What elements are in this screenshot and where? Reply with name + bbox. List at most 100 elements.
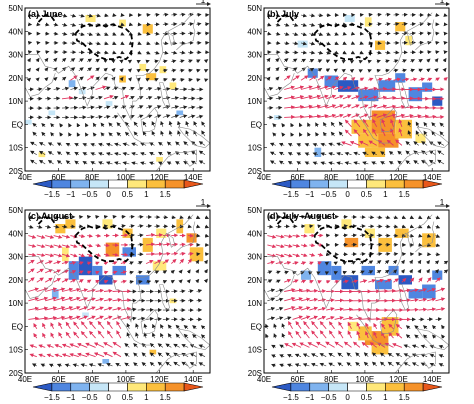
coastline bbox=[394, 149, 436, 172]
wind-vector bbox=[162, 50, 169, 55]
wind-vector bbox=[74, 143, 79, 147]
lat-tick-label: 10S bbox=[9, 346, 23, 355]
wind-vector bbox=[341, 141, 352, 146]
wind-vector bbox=[353, 119, 361, 128]
wind-vector bbox=[44, 57, 49, 63]
wind-vector bbox=[70, 315, 81, 320]
wind-vector bbox=[287, 143, 293, 147]
wind-vector bbox=[267, 96, 274, 101]
wind-vector bbox=[100, 122, 105, 127]
wind-vector bbox=[196, 68, 201, 73]
wind-vector bbox=[78, 261, 84, 266]
colorbar-swatch bbox=[89, 382, 109, 392]
wind-vector bbox=[112, 32, 117, 36]
wind-vector bbox=[42, 332, 46, 339]
wind-vector bbox=[70, 32, 77, 36]
wind-vector bbox=[443, 50, 448, 55]
wind-vector bbox=[398, 119, 403, 127]
wind-vector bbox=[53, 269, 62, 274]
wind-vector bbox=[61, 86, 70, 91]
wind-vector bbox=[133, 131, 138, 137]
wind-vector bbox=[70, 278, 77, 283]
anomaly-cell bbox=[351, 119, 372, 134]
wind-vector bbox=[154, 41, 160, 46]
wind-vector bbox=[87, 13, 94, 18]
wind-vector bbox=[154, 78, 159, 82]
wind-vector bbox=[351, 95, 360, 100]
coastline bbox=[176, 19, 196, 51]
colorbar-label: 1.5 bbox=[160, 393, 172, 402]
wind-vector bbox=[437, 159, 445, 165]
colorbar-label: 1.5 bbox=[160, 190, 172, 199]
wind-vector bbox=[196, 114, 204, 119]
anomaly-cell bbox=[395, 228, 409, 238]
wind-vector bbox=[410, 105, 422, 110]
wind-vector bbox=[188, 105, 196, 110]
wind-vector bbox=[65, 151, 71, 156]
coastline bbox=[24, 73, 56, 97]
wind-vector bbox=[35, 57, 40, 63]
colorbar-swatch bbox=[108, 382, 128, 392]
wind-vector bbox=[116, 122, 122, 128]
wind-vector bbox=[129, 105, 135, 110]
wind-vector bbox=[428, 159, 436, 165]
wind-vector bbox=[28, 277, 35, 283]
wind-vector bbox=[87, 58, 93, 63]
wind-vector bbox=[61, 95, 74, 100]
wind-vector bbox=[196, 31, 202, 36]
wind-vector bbox=[334, 31, 339, 36]
plateau-contour bbox=[276, 13, 296, 23]
wind-vector bbox=[120, 22, 125, 27]
wind-vector bbox=[95, 95, 103, 100]
wind-vector bbox=[439, 122, 445, 128]
wind-vector bbox=[179, 289, 186, 294]
wind-vector bbox=[140, 152, 147, 156]
wind-vector bbox=[269, 160, 276, 165]
wind-vector bbox=[187, 224, 192, 229]
wind-vector bbox=[435, 115, 445, 120]
colorbar-swatch bbox=[403, 382, 424, 392]
anomaly-cell bbox=[378, 80, 396, 92]
wind-vector bbox=[61, 315, 74, 320]
wind-vector bbox=[53, 287, 66, 292]
anomaly-cell bbox=[317, 261, 332, 276]
wind-vector bbox=[112, 306, 122, 311]
colorbar-label: 0.5 bbox=[122, 190, 134, 199]
wind-vector bbox=[105, 152, 113, 156]
wind-vector bbox=[326, 32, 332, 36]
wind-vector bbox=[325, 76, 332, 81]
lat-tick-label: 40N bbox=[247, 229, 262, 238]
panel-title-c: (c) August bbox=[28, 211, 72, 221]
wind-vector bbox=[36, 296, 49, 302]
colorbar-label: −0.5 bbox=[321, 393, 337, 402]
wind-vector bbox=[84, 132, 89, 137]
wind-vector bbox=[129, 316, 137, 321]
wind-vector bbox=[401, 113, 414, 118]
wind-vector bbox=[111, 59, 116, 64]
wind-vector bbox=[358, 140, 369, 146]
wind-vector bbox=[168, 130, 173, 137]
wind-vector bbox=[275, 13, 281, 18]
wind-vector bbox=[124, 121, 130, 127]
wind-vector bbox=[309, 67, 315, 72]
lat-tick-label: 20N bbox=[247, 276, 262, 285]
wind-vector bbox=[108, 122, 113, 128]
wind-vector bbox=[128, 22, 134, 27]
wind-vector bbox=[296, 161, 302, 165]
wind-vector bbox=[35, 67, 40, 72]
wind-vector bbox=[330, 131, 335, 137]
wind-vector bbox=[393, 104, 406, 109]
anomaly-cell bbox=[156, 157, 163, 162]
wind-vector bbox=[203, 59, 209, 64]
wind-vector bbox=[326, 113, 337, 118]
wind-vector bbox=[76, 122, 81, 128]
anomaly-cell bbox=[92, 265, 103, 276]
colorbar-label: 1 bbox=[144, 393, 149, 402]
wind-vector bbox=[162, 114, 171, 119]
wind-vector bbox=[61, 260, 69, 265]
wind-vector bbox=[275, 105, 283, 110]
colorbar-swatch bbox=[70, 382, 90, 392]
wind-vector bbox=[341, 68, 346, 73]
wind-vector bbox=[112, 252, 119, 257]
wind-vector bbox=[407, 130, 412, 137]
